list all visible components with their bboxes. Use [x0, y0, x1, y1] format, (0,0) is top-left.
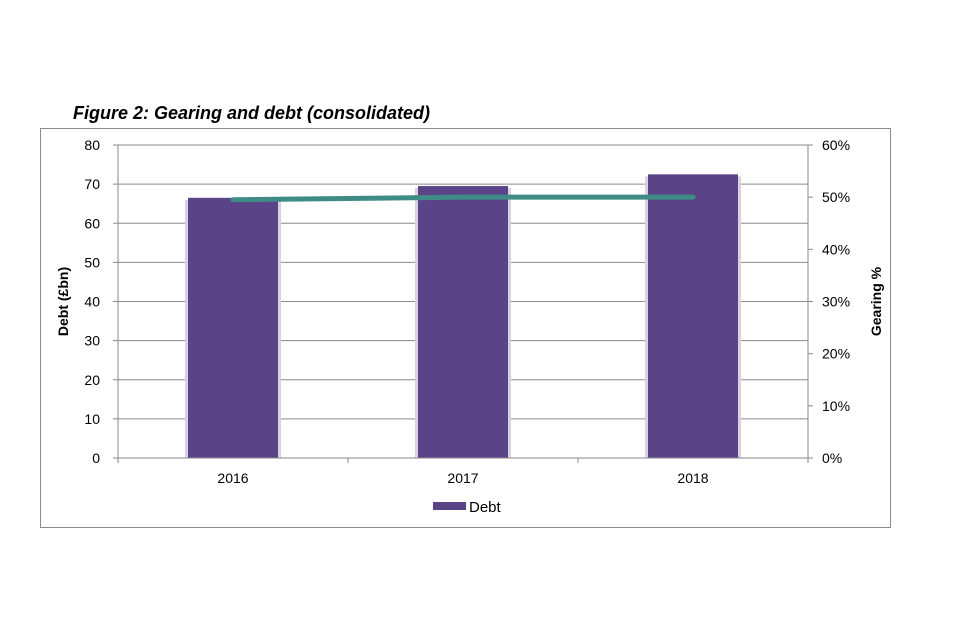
gearing-line — [230, 194, 696, 203]
y-tick-label: 0 — [92, 450, 100, 466]
y-tick-label: 20 — [84, 372, 100, 388]
y-tick-label: 10 — [84, 411, 100, 427]
y-tick-label: 50 — [84, 254, 100, 270]
x-tick-label: 2017 — [447, 470, 478, 486]
y2-tick-label: 60% — [822, 137, 850, 153]
y2-tick-label: 40% — [822, 241, 850, 257]
y-axis-title: Debt (£bn) — [55, 267, 71, 336]
y-tick-label: 60 — [84, 215, 100, 231]
y2-tick-label: 10% — [822, 398, 850, 414]
bar-debt — [188, 197, 278, 458]
bar-debt — [648, 174, 738, 458]
y-tick-label: 80 — [84, 137, 100, 153]
y2-tick-label: 0% — [822, 450, 842, 466]
legend-swatch-debt — [433, 502, 466, 510]
x-tick-label: 2016 — [217, 470, 248, 486]
y2-axis-title: Gearing % — [868, 266, 884, 336]
bar-debt — [418, 186, 508, 459]
y-tick-label: 30 — [84, 333, 100, 349]
y2-tick-label: 30% — [822, 294, 850, 310]
y-tick-label: 70 — [84, 176, 100, 192]
y-tick-label: 40 — [84, 294, 100, 310]
figure-title: Figure 2: Gearing and debt (consolidated… — [73, 103, 431, 123]
y2-tick-label: 20% — [822, 346, 850, 362]
chart-frame — [40, 128, 891, 528]
y2-tick-label: 50% — [822, 189, 850, 205]
x-tick-label: 2018 — [677, 470, 708, 486]
legend-label-debt: Debt — [469, 499, 502, 516]
